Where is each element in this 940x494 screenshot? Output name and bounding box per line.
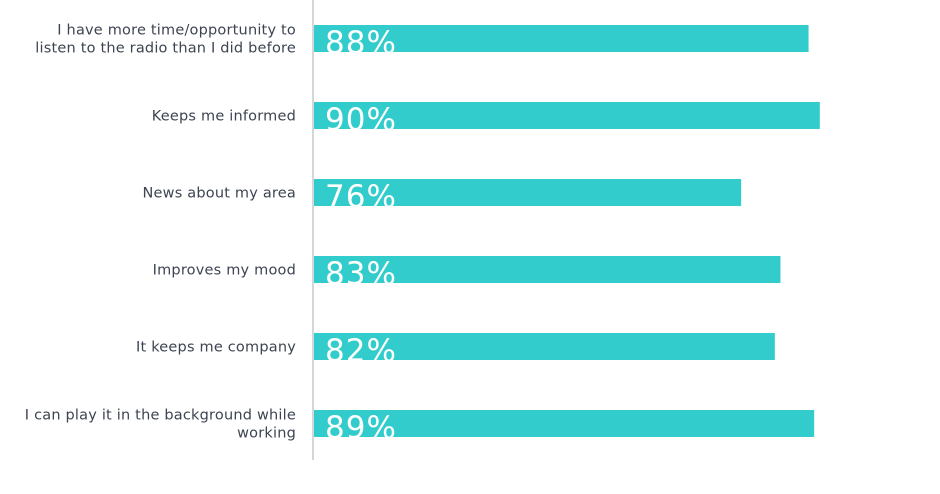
bar [314, 102, 820, 129]
bar-value-label: 89% [325, 410, 397, 446]
bar-group: 76% [314, 179, 742, 215]
category-label: News about my area [143, 186, 297, 202]
bar [314, 410, 815, 437]
category-label: listen to the radio than I did before [35, 41, 296, 57]
bar-value-label: 82% [325, 333, 397, 369]
bar-value-label: 76% [325, 179, 397, 215]
category-label: working [237, 426, 296, 442]
bar-group: 89% [314, 410, 815, 446]
category-label: I have more time/opportunity to [57, 23, 296, 39]
bar-value-label: 83% [325, 256, 397, 292]
bar [314, 179, 742, 206]
category-label: Keeps me informed [152, 109, 296, 125]
category-label: Improves my mood [153, 263, 296, 279]
bar [314, 25, 809, 52]
bar-group: 90% [314, 102, 820, 138]
bar [314, 256, 781, 283]
bar-group: 82% [314, 333, 775, 369]
category-label: I can play it in the background while [25, 408, 296, 424]
bar-value-label: 90% [325, 102, 397, 138]
bar-value-label: 88% [325, 25, 397, 61]
bar-group: 83% [314, 256, 781, 292]
category-labels-layer: I have more time/opportunity to listen to… [25, 23, 296, 442]
bar [314, 333, 775, 360]
category-label: It keeps me company [136, 340, 296, 356]
bar-group: 88% [314, 25, 809, 61]
bars-layer: 88% 90% 76% 83% 82% 89% [314, 25, 820, 446]
